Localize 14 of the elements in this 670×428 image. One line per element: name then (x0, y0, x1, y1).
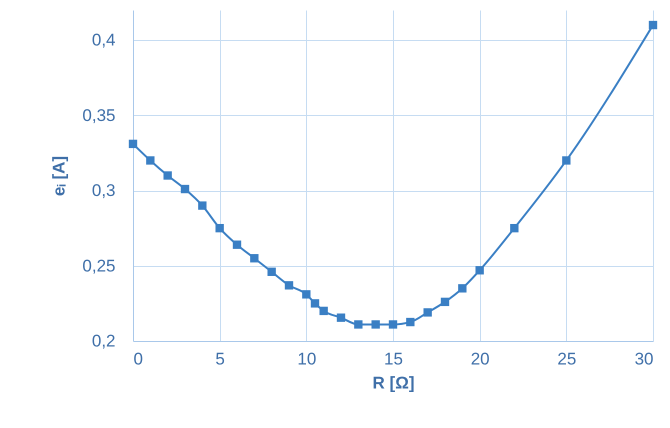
x-tick-label: 10 (297, 350, 316, 368)
y-axis-title: eᵢ [A] (49, 156, 68, 196)
x-tick-label: 20 (470, 350, 490, 368)
y-tick-label: 0,25 (82, 256, 116, 276)
x-tick-label: 15 (384, 350, 403, 368)
x-tick-label: 0 (134, 350, 143, 368)
y-tick-label: 0,4 (92, 30, 116, 50)
x-tick-label: 5 (215, 350, 225, 368)
y-tick-label: 0,35 (82, 106, 116, 125)
x-axis-title: R [Ω] (372, 374, 414, 392)
x-tick-label: 25 (557, 350, 576, 368)
x-tick-label: 30 (634, 350, 654, 368)
y-tick-label: 0,2 (92, 332, 116, 350)
y-tick-label: 0,3 (92, 181, 116, 200)
